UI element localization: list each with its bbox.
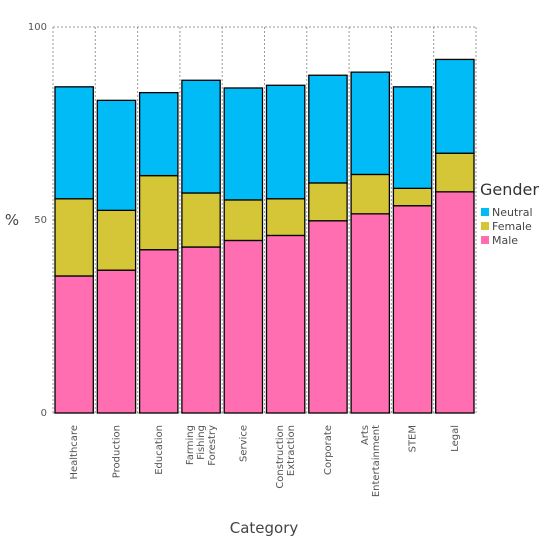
x-tick-label-line: Legal (450, 425, 461, 452)
bar-neutral-arts (350, 71, 391, 176)
x-tick-label: Service (238, 425, 249, 462)
bar-neutral-farming (181, 79, 221, 194)
y-tick-label: 0 (41, 408, 47, 419)
bar-female-education (138, 174, 179, 251)
bar-male-construction (265, 234, 306, 414)
x-axis-ticks: Healthcare Production Education Farming Fish… (69, 425, 461, 497)
bar-male-corporate (308, 220, 348, 414)
bar-male-education (138, 249, 179, 414)
x-tick-label: Farming Fishing Forestry (185, 425, 218, 466)
bar-female-legal (435, 152, 475, 193)
bar-female-arts (350, 173, 391, 215)
x-tick-label-line: STEM (408, 425, 419, 452)
x-tick-label-line: Fishing (196, 425, 207, 460)
bar-female-construction (265, 198, 306, 237)
x-tick-label: Production (111, 425, 122, 478)
bar-male-service (223, 239, 264, 414)
bars (54, 58, 475, 414)
bar-male-healthcare (54, 275, 94, 414)
bar-male-arts (350, 213, 391, 414)
legend-title: Gender (480, 180, 539, 199)
x-tick-label: Education (154, 425, 165, 475)
legend-label-female: Female (492, 220, 532, 233)
x-tick-label-line: Healthcare (69, 425, 80, 480)
bar-female-corporate (308, 182, 348, 222)
x-tick-label-line: Entertainment (371, 425, 382, 497)
x-tick-label-line: Arts (360, 425, 371, 445)
bar-neutral-construction (265, 84, 306, 200)
x-tick-label-line: Service (238, 425, 249, 462)
x-tick-label: STEM (408, 425, 419, 452)
x-axis-label: Category (230, 519, 299, 537)
x-tick-label: Healthcare (69, 425, 80, 480)
x-tick-label-line: Farming (185, 425, 196, 465)
legend-label-neutral: Neutral (492, 206, 533, 219)
bar-neutral-stem (392, 86, 433, 189)
y-tick-label: 50 (34, 215, 47, 226)
bar-neutral-legal (435, 58, 475, 154)
legend-swatch-female (481, 222, 489, 230)
legend-swatch-neutral (481, 208, 489, 216)
y-axis-ticks: 0 50 100 (28, 22, 47, 419)
legend-swatch-male (481, 236, 489, 244)
x-tick-label-line: Production (111, 425, 122, 478)
bar-neutral-healthcare (54, 86, 94, 200)
x-tick-label-line: Construction (275, 425, 286, 489)
bar-neutral-production (96, 99, 137, 211)
bar-female-production (96, 209, 137, 271)
bar-male-production (96, 269, 137, 414)
bar-neutral-education (138, 91, 179, 177)
x-tick-label: Arts Entertainment (360, 425, 382, 497)
bar-neutral-service (223, 87, 264, 201)
bar-male-stem (392, 205, 433, 414)
x-tick-label: Corporate (323, 425, 334, 475)
bar-female-farming (181, 192, 221, 248)
x-tick-label: Legal (450, 425, 461, 452)
bar-female-healthcare (54, 198, 94, 277)
x-tick-label-line: Corporate (323, 425, 334, 475)
x-tick-label-line: Forestry (207, 425, 218, 466)
bar-male-legal (435, 191, 475, 414)
bar-male-farming (181, 246, 221, 414)
bar-neutral-corporate (308, 74, 348, 184)
x-tick-label-line: Extraction (286, 425, 297, 476)
x-tick-label: Construction Extraction (275, 425, 297, 489)
y-axis-label: % (5, 211, 19, 229)
bar-female-stem (392, 187, 433, 207)
legend-label-male: Male (492, 234, 518, 247)
y-tick-label: 100 (28, 22, 47, 33)
x-tick-label-line: Education (154, 425, 165, 475)
bar-female-service (223, 199, 264, 242)
